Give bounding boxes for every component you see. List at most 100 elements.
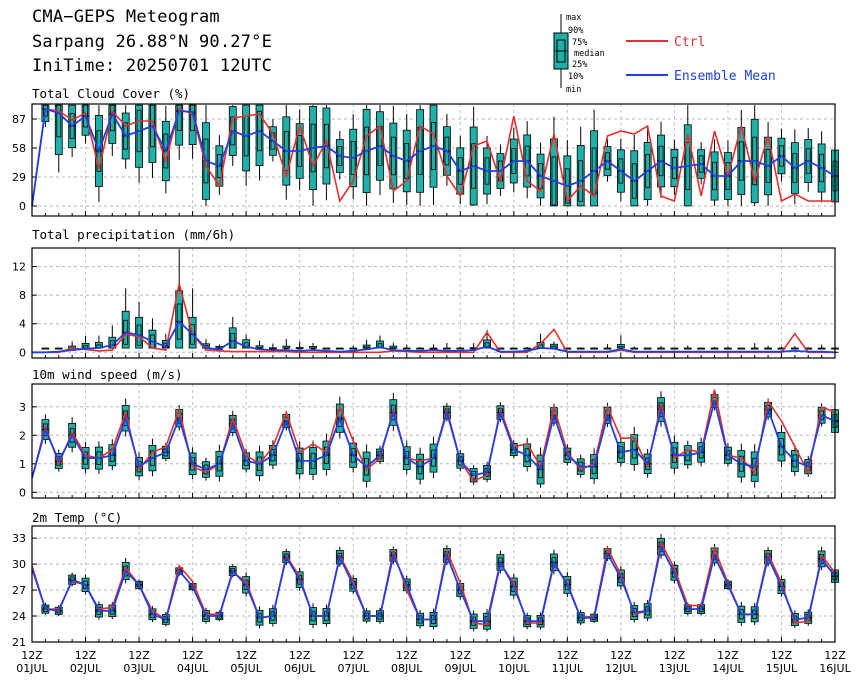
- box-inner: [324, 347, 329, 350]
- y-tick-label: 0: [19, 486, 26, 499]
- y-tick-label: 87: [12, 113, 26, 126]
- legend-label-25: 25%: [572, 60, 587, 70]
- x-tick-hour: 12Z: [396, 649, 418, 662]
- ensemble-mean-line: [31, 107, 836, 207]
- location-line: Sarpang 26.88°N 90.27°E: [32, 32, 273, 52]
- y-tick-label: 12: [12, 261, 26, 274]
- legend-label-90: 90%: [568, 26, 583, 36]
- box-inner: [283, 347, 289, 350]
- box-inner: [672, 347, 677, 350]
- x-tick-hour: 12Z: [449, 649, 471, 662]
- x-tick-hour: 12Z: [182, 649, 204, 662]
- box-inner: [350, 347, 356, 350]
- box-inner: [364, 346, 369, 349]
- x-tick-date: 12JUL: [605, 662, 637, 675]
- y-tick-label: 58: [12, 142, 26, 155]
- x-axis-labels: 12Z01JUL12Z02JUL12Z03JUL12Z04JUL12Z05JUL…: [16, 649, 851, 675]
- x-tick-hour: 12Z: [342, 649, 364, 662]
- y-tick-label: 2: [19, 429, 26, 442]
- x-tick-date: 04JUL: [177, 662, 209, 675]
- y-tick-label: 27: [12, 584, 26, 597]
- box-inner: [819, 347, 825, 350]
- panel-title: Total precipitation (mm/6h): [32, 227, 235, 242]
- ensemble-mean-line: [32, 320, 836, 354]
- box-inner: [591, 347, 597, 350]
- box-inner: [738, 347, 744, 350]
- box-inner: [56, 104, 62, 138]
- panel-2: Total precipitation (mm/6h) 0 4 8 12: [12, 227, 839, 359]
- box-inner: [511, 347, 517, 350]
- legend-label-min: min: [566, 85, 581, 95]
- legend-mean-label: Ensemble Mean: [674, 69, 776, 84]
- box-inner: [658, 347, 664, 350]
- box-inner: [578, 347, 584, 350]
- box-inner: [257, 346, 262, 349]
- box-inner: [270, 347, 276, 350]
- box-inner: [310, 347, 316, 350]
- x-tick-hour: 12Z: [664, 649, 686, 662]
- box-inner: [457, 347, 463, 350]
- panel-3: 10m wind speed (m/s) 0 1 2 3: [19, 367, 839, 499]
- x-tick-date: 02JUL: [70, 662, 102, 675]
- legend-ctrl-label: Ctrl: [674, 35, 705, 50]
- x-tick-date: 03JUL: [123, 662, 155, 675]
- legend-label-median: median: [574, 49, 605, 59]
- panel-title: 10m wind speed (m/s): [32, 367, 183, 382]
- box-inner: [712, 347, 717, 350]
- y-tick-label: 24: [12, 610, 26, 623]
- y-tick-label: 0: [19, 200, 26, 213]
- box-legend: max 90% 75% median 25% 10% min: [553, 13, 605, 95]
- y-tick-label: 29: [12, 171, 26, 184]
- box-inner: [685, 347, 691, 350]
- box-inner: [631, 347, 637, 350]
- ensemble-mean-line: [31, 544, 836, 623]
- y-tick-label: 0: [19, 346, 26, 359]
- x-tick-date: 15JUL: [766, 662, 798, 675]
- box-inner: [765, 347, 771, 350]
- x-tick-hour: 12Z: [557, 649, 579, 662]
- x-tick-date: 09JUL: [445, 662, 477, 675]
- box-inner: [56, 347, 62, 350]
- panel-title: 2m Temp (°C): [32, 510, 122, 525]
- x-tick-date: 11JUL: [552, 662, 584, 675]
- legend-label-10: 10%: [568, 72, 583, 82]
- box-inner: [42, 347, 48, 350]
- x-tick-date: 10JUL: [498, 662, 530, 675]
- init-time-line: IniTime: 20250701 12UTC: [32, 56, 273, 76]
- x-tick-hour: 12Z: [235, 649, 257, 662]
- x-tick-hour: 12Z: [21, 649, 43, 662]
- x-tick-hour: 12Z: [128, 649, 150, 662]
- x-tick-hour: 12Z: [824, 649, 846, 662]
- x-tick-date: 13JUL: [659, 662, 691, 675]
- x-tick-hour: 12Z: [503, 649, 525, 662]
- y-tick-label: 30: [12, 558, 26, 571]
- x-tick-date: 14JUL: [712, 662, 744, 675]
- x-tick-date: 08JUL: [391, 662, 423, 675]
- meteogram-title: CMA−GEPS Meteogram: [32, 7, 220, 27]
- x-tick-hour: 12Z: [771, 649, 793, 662]
- box-inner: [404, 347, 410, 350]
- legend-label-max: max: [566, 13, 581, 23]
- box-inner: [792, 347, 798, 350]
- x-tick-hour: 12Z: [289, 649, 311, 662]
- box-inner: [805, 347, 811, 350]
- box-inner: [752, 347, 758, 350]
- line-legend: Ctrl Ensemble Mean: [626, 35, 776, 84]
- box-inner: [444, 347, 450, 350]
- box-inner: [390, 347, 396, 350]
- y-tick-label: 3: [19, 401, 26, 414]
- y-tick-label: 8: [19, 289, 26, 302]
- y-tick-label: 21: [12, 636, 26, 649]
- panel-title: Total Cloud Cover (%): [32, 86, 190, 101]
- x-tick-hour: 12Z: [717, 649, 739, 662]
- box-inner: [524, 347, 530, 350]
- x-tick-hour: 12Z: [75, 649, 97, 662]
- box-inner: [779, 347, 784, 350]
- box-inner: [645, 347, 651, 350]
- box-inner: [484, 342, 490, 349]
- box-inner: [725, 347, 731, 350]
- y-tick-label: 33: [12, 532, 26, 545]
- x-tick-date: 06JUL: [284, 662, 316, 675]
- x-tick-date: 05JUL: [230, 662, 262, 675]
